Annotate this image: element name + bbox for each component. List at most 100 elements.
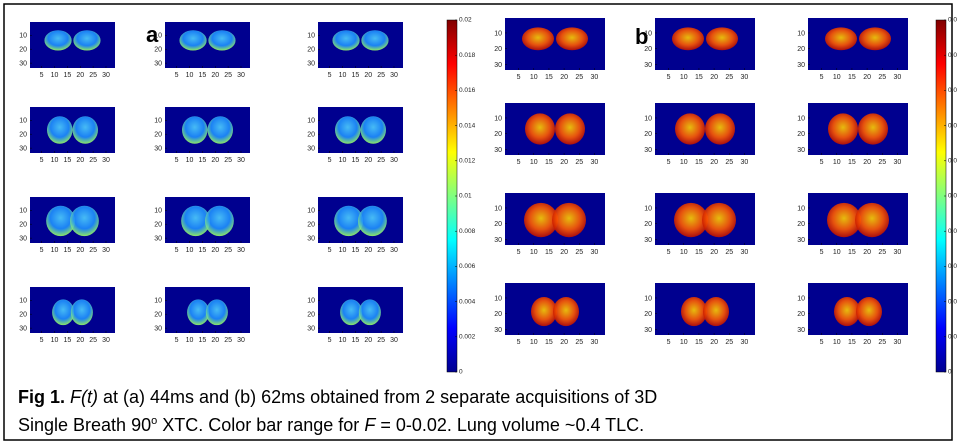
y-tick-label: 10 xyxy=(797,30,805,37)
caption-symbol: F(t) xyxy=(70,387,99,407)
lung-region xyxy=(187,299,210,326)
y-tick-label: 30 xyxy=(307,61,315,68)
x-tick-label: 10 xyxy=(186,247,194,254)
x-tick-label: 30 xyxy=(102,157,110,164)
x-tick-label: 20 xyxy=(560,159,568,166)
x-tick-label: 5 xyxy=(667,339,671,346)
x-tick-label: 5 xyxy=(40,247,44,254)
image-background xyxy=(655,18,755,70)
lung-region xyxy=(70,299,93,326)
y-tick-label: 10 xyxy=(494,295,502,302)
colorbar-tick-label: 0.008 xyxy=(948,228,957,235)
image-background xyxy=(30,22,115,68)
x-tick-label: 5 xyxy=(820,74,824,81)
lung-region xyxy=(179,30,207,51)
colorbar-tick-label: 0.012 xyxy=(948,158,957,165)
x-tick-label: 5 xyxy=(667,159,671,166)
lung-region xyxy=(703,297,729,327)
subplot: 5 10 15 20 25 30 10 20 30 xyxy=(19,22,115,79)
x-tick-label: 30 xyxy=(390,157,398,164)
y-tick-label: 30 xyxy=(19,326,27,333)
lung-region xyxy=(207,116,233,144)
colorbar-tick-label: 0.02 xyxy=(459,17,472,24)
subplot: 5 10 15 20 25 30 10 20 30 xyxy=(494,193,605,256)
x-tick-label: 25 xyxy=(224,157,232,164)
y-tick-label: 10 xyxy=(154,208,162,215)
y-tick-label: 10 xyxy=(494,30,502,37)
x-tick-label: 5 xyxy=(328,337,332,344)
y-tick-label: 20 xyxy=(797,221,805,228)
x-tick-label: 5 xyxy=(40,72,44,79)
x-tick-label: 15 xyxy=(351,72,359,79)
subplot: 5 10 15 20 25 30 10 20 30 xyxy=(154,22,250,79)
caption-label: Fig 1. xyxy=(18,387,66,407)
y-tick-label: 30 xyxy=(154,326,162,333)
x-tick-label: 30 xyxy=(740,339,748,346)
y-tick-label: 10 xyxy=(644,205,652,212)
caption-text: = 0-0.02. Lung volume ~0.4 TLC. xyxy=(375,415,645,435)
subplot: 5 10 15 20 25 30 10 20 30 xyxy=(644,18,755,81)
y-tick-label: 20 xyxy=(154,132,162,139)
lung-region xyxy=(672,27,704,51)
y-tick-label: 30 xyxy=(307,146,315,153)
y-tick-label: 30 xyxy=(644,62,652,69)
x-tick-label: 15 xyxy=(545,74,553,81)
lung-region xyxy=(340,299,363,326)
x-tick-label: 10 xyxy=(833,339,841,346)
x-tick-label: 30 xyxy=(740,159,748,166)
y-tick-label: 20 xyxy=(307,47,315,54)
lung-region xyxy=(556,27,588,51)
x-tick-label: 25 xyxy=(725,74,733,81)
x-tick-label: 20 xyxy=(364,247,372,254)
x-tick-label: 10 xyxy=(186,157,194,164)
x-tick-label: 25 xyxy=(377,157,385,164)
x-tick-label: 10 xyxy=(51,72,59,79)
x-tick-label: 10 xyxy=(833,159,841,166)
x-tick-label: 5 xyxy=(820,159,824,166)
lung-region xyxy=(858,113,888,145)
lung-region xyxy=(69,205,99,237)
y-tick-label: 10 xyxy=(19,298,27,305)
x-tick-label: 20 xyxy=(863,159,871,166)
lung-region xyxy=(705,113,735,145)
x-tick-label: 15 xyxy=(695,74,703,81)
panel-label: a xyxy=(146,22,159,47)
y-tick-label: 10 xyxy=(644,30,652,37)
caption-text: XTC. Color bar range for xyxy=(157,415,365,435)
y-tick-label: 20 xyxy=(19,47,27,54)
x-tick-label: 10 xyxy=(51,337,59,344)
y-tick-label: 30 xyxy=(307,326,315,333)
x-tick-label: 10 xyxy=(530,74,538,81)
lung-region xyxy=(522,27,554,51)
lung-region xyxy=(702,202,736,238)
y-tick-label: 10 xyxy=(644,115,652,122)
lung-region xyxy=(681,297,707,327)
lung-region xyxy=(828,113,858,145)
x-tick-label: 10 xyxy=(186,72,194,79)
x-tick-label: 5 xyxy=(517,159,521,166)
x-tick-label: 25 xyxy=(575,74,583,81)
colorbar-tick-label: 0.004 xyxy=(948,298,957,305)
x-tick-label: 20 xyxy=(560,339,568,346)
x-tick-label: 25 xyxy=(878,74,886,81)
y-tick-label: 10 xyxy=(19,118,27,125)
x-tick-label: 5 xyxy=(667,74,671,81)
y-tick-label: 30 xyxy=(154,236,162,243)
x-tick-label: 30 xyxy=(237,247,245,254)
image-background xyxy=(808,18,908,70)
y-tick-label: 30 xyxy=(154,61,162,68)
y-tick-label: 10 xyxy=(797,295,805,302)
y-tick-label: 20 xyxy=(19,222,27,229)
y-tick-label: 30 xyxy=(19,146,27,153)
y-tick-label: 30 xyxy=(494,327,502,334)
y-tick-label: 20 xyxy=(307,132,315,139)
x-tick-label: 15 xyxy=(351,247,359,254)
lung-region xyxy=(52,299,75,326)
x-tick-label: 20 xyxy=(560,74,568,81)
figure-border xyxy=(3,3,953,441)
x-tick-label: 30 xyxy=(590,339,598,346)
colorbar-tick-label: 0.006 xyxy=(459,263,476,270)
caption: Fig 1. F(t) at (a) 44ms and (b) 62ms obt… xyxy=(18,385,938,437)
colorbar-tick-label: 0.012 xyxy=(459,158,476,165)
colorbar-tick-label: 0.016 xyxy=(948,87,957,94)
